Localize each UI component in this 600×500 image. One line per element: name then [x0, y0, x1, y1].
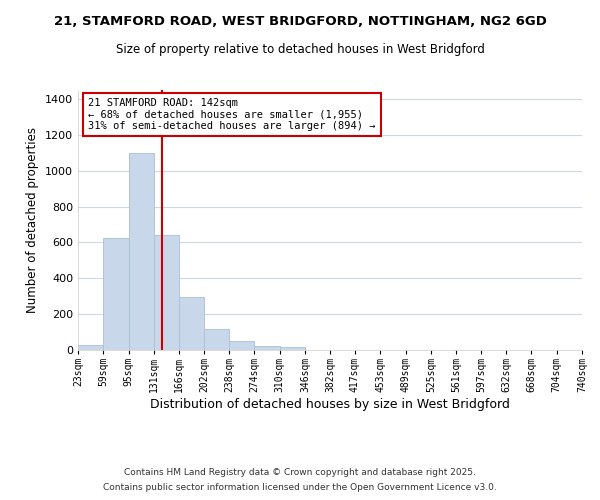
- Bar: [128, 153, 154, 350]
- Bar: [78, 344, 103, 350]
- Y-axis label: Number of detached properties: Number of detached properties: [26, 127, 40, 313]
- Bar: [179, 297, 204, 350]
- Text: 21 STAMFORD ROAD: 142sqm
← 68% of detached houses are smaller (1,955)
31% of sem: 21 STAMFORD ROAD: 142sqm ← 68% of detach…: [88, 98, 376, 131]
- Bar: [154, 235, 179, 350]
- Bar: [204, 330, 229, 350]
- Text: Contains HM Land Registry data © Crown copyright and database right 2025.: Contains HM Land Registry data © Crown c…: [124, 468, 476, 477]
- Bar: [254, 346, 280, 350]
- Text: Size of property relative to detached houses in West Bridgford: Size of property relative to detached ho…: [116, 42, 484, 56]
- Bar: [103, 238, 128, 350]
- Text: 21, STAMFORD ROAD, WEST BRIDGFORD, NOTTINGHAM, NG2 6GD: 21, STAMFORD ROAD, WEST BRIDGFORD, NOTTI…: [53, 15, 547, 28]
- Text: Contains public sector information licensed under the Open Government Licence v3: Contains public sector information licen…: [103, 483, 497, 492]
- Bar: [280, 348, 305, 350]
- X-axis label: Distribution of detached houses by size in West Bridgford: Distribution of detached houses by size …: [150, 398, 510, 411]
- Bar: [229, 341, 254, 350]
